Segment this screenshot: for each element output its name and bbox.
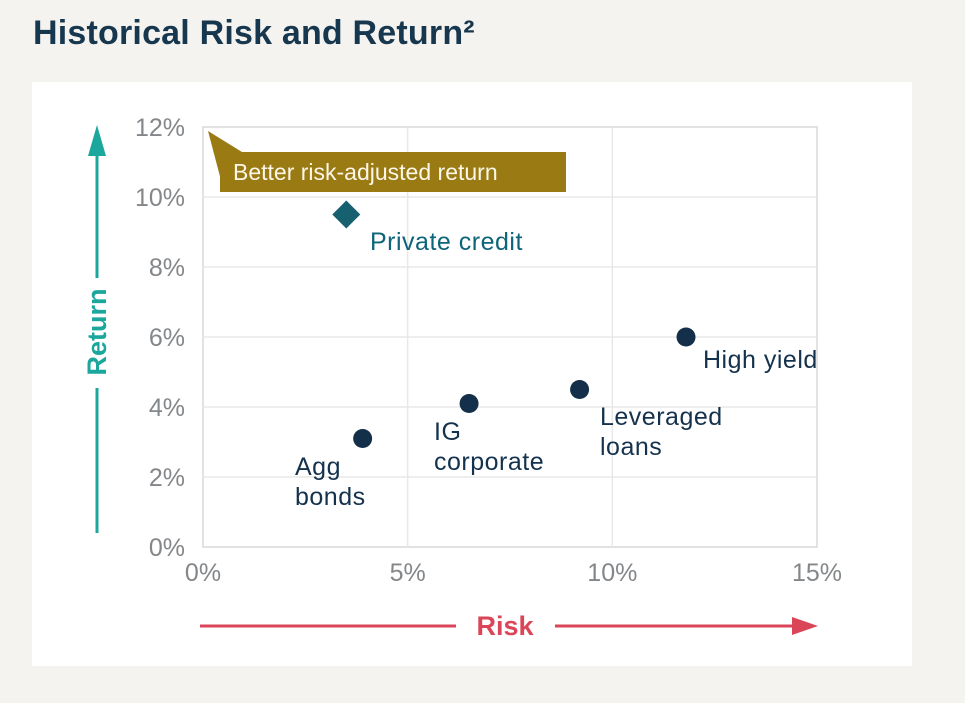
risk-axis-arrowhead-icon (792, 617, 818, 635)
data-point-private-credit (332, 200, 361, 229)
data-point-ig-corporate (459, 394, 479, 413)
y-tick-label: 0% (149, 534, 185, 562)
x-tick-label: 10% (587, 559, 637, 587)
data-point-agg-bonds (353, 429, 373, 448)
callout-text: Better risk-adjusted return (233, 159, 498, 185)
return-axis-arrowhead-icon (88, 125, 106, 156)
page-title: Historical Risk and Return² (33, 14, 475, 52)
y-tick-label: 10% (135, 184, 185, 212)
point-label: Private credit (370, 228, 523, 256)
point-label: IG (434, 418, 461, 446)
y-tick-label: 6% (149, 324, 185, 352)
data-point-leveraged-loans (570, 380, 590, 399)
y-tick-label: 4% (149, 394, 185, 422)
point-label: loans (600, 433, 662, 461)
point-label: corporate (434, 448, 544, 476)
x-tick-label: 0% (185, 559, 221, 587)
point-label: Leveraged (600, 403, 723, 431)
point-label: bonds (295, 483, 366, 511)
risk-return-scatter-chart: 0% 2% 4% 6% 8% 10% 12% 0% 5% 10% 15% Return Risk Bett… (82, 114, 842, 641)
y-axis-label: Return (82, 289, 112, 376)
point-label: Agg (295, 453, 341, 481)
y-tick-label: 2% (149, 464, 185, 492)
chart-card: 0% 2% 4% 6% 8% 10% 12% 0% 5% 10% 15% Return Risk Bett… (32, 82, 912, 666)
y-tick-label: 8% (149, 254, 185, 282)
y-tick-label: 12% (135, 114, 185, 142)
x-tick-label: 5% (390, 559, 426, 587)
data-point-high-yield (676, 327, 696, 347)
callout-box (220, 152, 566, 192)
point-label: High yield (703, 346, 818, 374)
x-axis-label: Risk (476, 611, 534, 641)
x-tick-label: 15% (792, 559, 842, 587)
